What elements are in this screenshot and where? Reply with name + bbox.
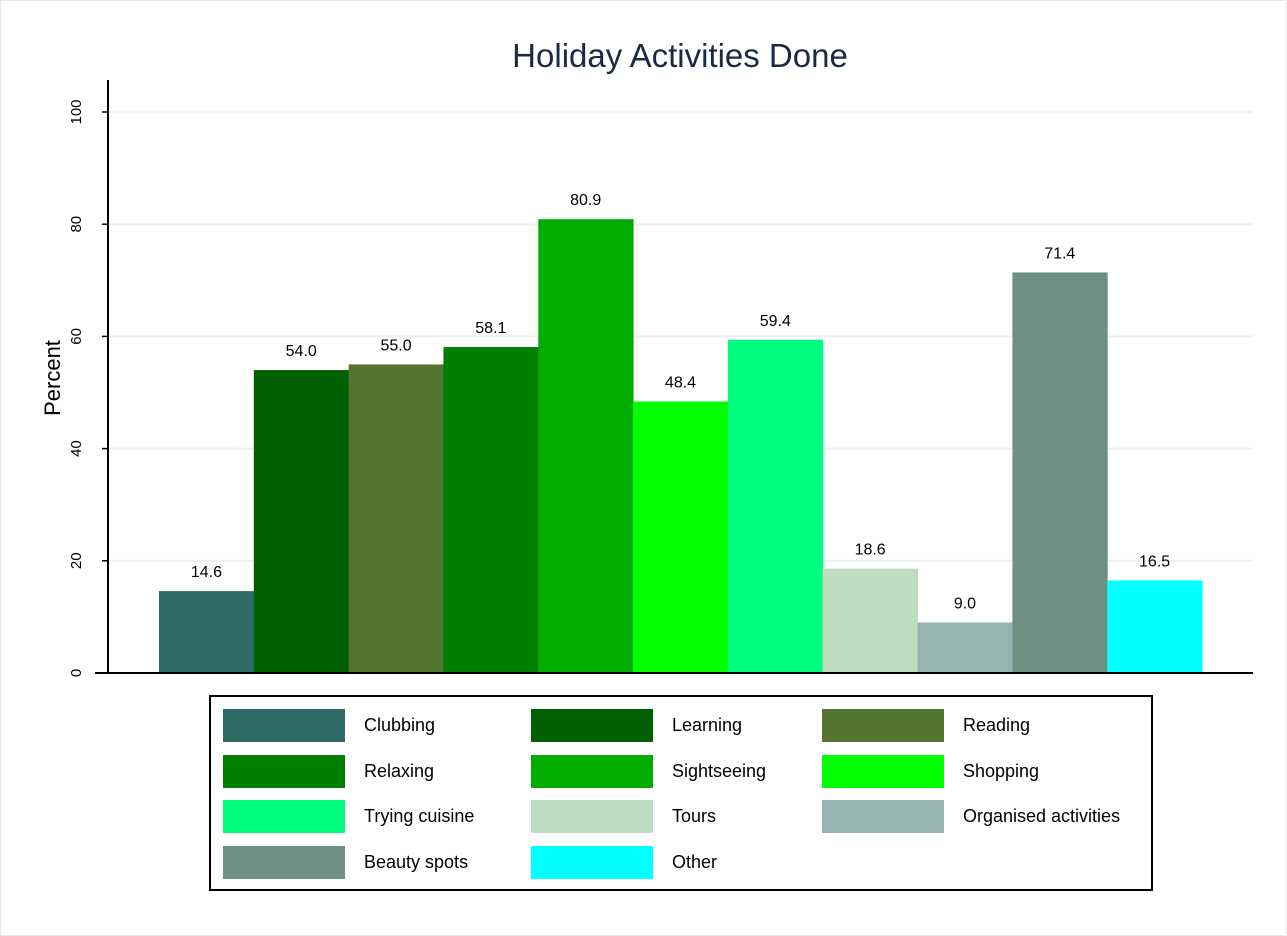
legend-label: Trying cuisine bbox=[364, 806, 474, 826]
legend-swatch bbox=[223, 846, 345, 879]
data-label: 71.4 bbox=[1044, 245, 1075, 262]
legend-swatch bbox=[223, 755, 345, 788]
data-label: 80.9 bbox=[570, 192, 601, 209]
bar-learning bbox=[253, 370, 350, 673]
chart-title: Holiday Activities Done bbox=[512, 37, 848, 74]
legend-swatch bbox=[822, 800, 944, 833]
data-label: 54.0 bbox=[286, 343, 317, 360]
bar-clubbing bbox=[159, 591, 255, 673]
legend-label: Organised activities bbox=[963, 806, 1120, 826]
legend-swatch bbox=[822, 755, 944, 788]
legend-label: Learning bbox=[672, 715, 742, 735]
legend-label: Sightseeing bbox=[672, 761, 766, 781]
bar-beauty-spots bbox=[1012, 272, 1108, 673]
y-tick-label: 80 bbox=[68, 216, 85, 233]
data-label: 16.5 bbox=[1139, 553, 1170, 570]
legend-box bbox=[209, 695, 1153, 891]
legend-swatch bbox=[531, 755, 653, 788]
legend-label: Reading bbox=[963, 715, 1030, 735]
legend-label: Other bbox=[672, 852, 717, 872]
data-label: 14.6 bbox=[191, 564, 222, 581]
y-axis-label: Percent bbox=[40, 340, 65, 416]
y-tick-label: 100 bbox=[68, 99, 85, 124]
legend-label: Shopping bbox=[963, 761, 1039, 781]
legend-swatch bbox=[531, 846, 653, 879]
data-label: 58.1 bbox=[475, 320, 506, 337]
legend-swatch bbox=[822, 709, 944, 742]
bar-tours bbox=[822, 568, 919, 673]
y-tick-label: 0 bbox=[68, 669, 85, 677]
legend-swatch bbox=[531, 800, 653, 833]
y-tick-label: 60 bbox=[68, 328, 85, 345]
data-label: 18.6 bbox=[855, 542, 886, 559]
legend-swatch bbox=[223, 709, 345, 742]
legend-swatch bbox=[223, 800, 345, 833]
bar-shopping bbox=[633, 401, 729, 673]
legend-label: Tours bbox=[672, 806, 716, 826]
y-tick-label: 40 bbox=[68, 440, 85, 457]
legend-label: Clubbing bbox=[364, 715, 435, 735]
data-label: 9.0 bbox=[954, 596, 976, 613]
legend-swatch bbox=[531, 709, 653, 742]
bar-other bbox=[1107, 580, 1203, 673]
bar-organised-activities bbox=[917, 622, 1013, 673]
legend-label: Relaxing bbox=[364, 761, 434, 781]
y-tick-label: 20 bbox=[68, 552, 85, 569]
data-label: 48.4 bbox=[665, 374, 696, 391]
bar-trying-cuisine bbox=[727, 339, 824, 673]
data-label: 59.4 bbox=[760, 313, 791, 330]
bar-relaxing bbox=[443, 347, 539, 673]
bar-sightseeing bbox=[538, 219, 634, 673]
legend-label: Beauty spots bbox=[364, 852, 468, 872]
data-label: 55.0 bbox=[380, 337, 411, 354]
bar-reading bbox=[348, 364, 444, 673]
